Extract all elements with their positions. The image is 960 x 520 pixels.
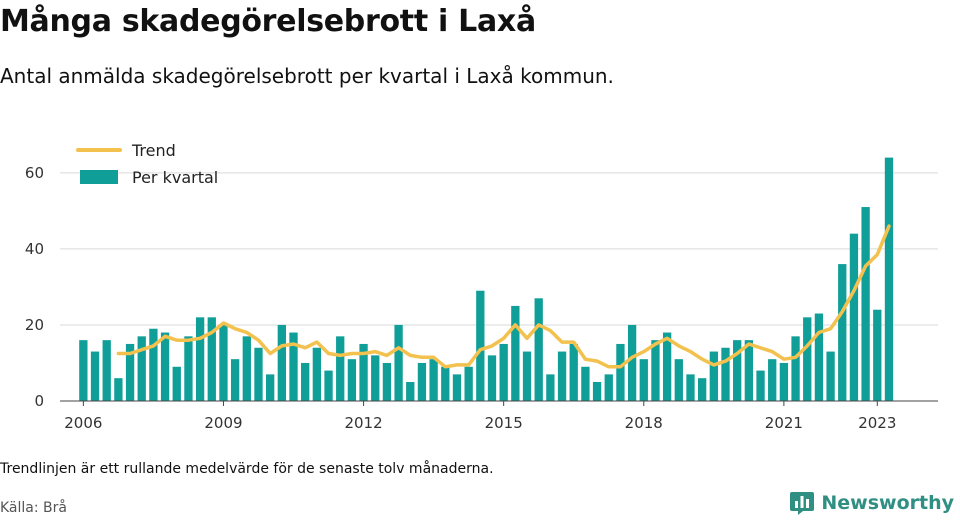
y-tick-label: 20: [25, 316, 44, 334]
brand-logo[interactable]: Newsworthy: [789, 490, 954, 516]
bar: [242, 336, 251, 401]
bar: [125, 343, 135, 401]
bar-chart-logo-icon: [790, 492, 815, 515]
bar: [464, 366, 473, 401]
bar: [522, 351, 532, 401]
bar: [698, 378, 707, 401]
legend: Trend Per kvartal: [76, 141, 218, 187]
bar: [511, 305, 520, 401]
bar: [312, 347, 322, 401]
chart-plot: 0 20 40 60 2006 2009 2012 2015 2018 2021 2023 Tre…: [25, 141, 938, 432]
bar: [557, 351, 567, 401]
bar: [441, 366, 450, 401]
bar: [452, 374, 462, 401]
chart-subtitle: Antal anmälda skadegörelsebrott per kvar…: [0, 64, 614, 88]
bar: [756, 370, 765, 401]
bar: [791, 336, 800, 401]
bar: [768, 359, 777, 401]
bar: [861, 207, 870, 401]
bar: [137, 336, 146, 401]
bar: [803, 317, 812, 401]
bar: [277, 324, 286, 401]
legend-label-per-kvartal: Per kvartal: [132, 168, 218, 187]
x-tick-label: 2015: [485, 414, 523, 432]
bar: [114, 378, 123, 401]
bar: [417, 362, 427, 401]
bar: [569, 343, 578, 401]
bar: [779, 362, 789, 401]
bar: [172, 366, 181, 401]
legend-label-trend: Trend: [131, 141, 176, 160]
bar: [721, 347, 730, 401]
y-axis-ticks: 0 20 40 60: [25, 164, 44, 410]
chart-title: Många skadegörelsebrott i Laxå: [0, 4, 536, 39]
trend-line: [116, 224, 891, 369]
bar: [160, 332, 170, 401]
source-credit: Källa: Brå: [0, 500, 67, 516]
gridlines: [60, 172, 938, 326]
bar: [219, 324, 228, 401]
bar: [429, 359, 438, 401]
x-tick-label: 2023: [858, 414, 896, 432]
bar: [324, 370, 333, 401]
bar: [207, 317, 216, 401]
bar: [662, 332, 672, 401]
y-tick-label: 60: [25, 164, 44, 182]
bar: [546, 374, 555, 401]
bar: [336, 336, 345, 401]
chart-note: Trendlinjen är ett rullande medelvärde f…: [0, 461, 494, 477]
bar: [534, 298, 543, 401]
bar: [301, 362, 310, 401]
bar: [230, 359, 240, 401]
bar: [394, 324, 403, 401]
x-axis-ticks: 2006 2009 2012 2015 2018 2021 2023: [64, 401, 896, 432]
bar: [826, 351, 835, 401]
bar: [744, 340, 754, 401]
x-tick-label: 2021: [765, 414, 803, 432]
bar: [487, 355, 497, 401]
bar: [371, 355, 380, 401]
brand-name: Newsworthy: [821, 492, 954, 514]
bar: [686, 374, 695, 401]
bar: [709, 351, 718, 401]
bar: [838, 264, 847, 401]
y-tick-label: 0: [34, 392, 44, 410]
bar: [476, 290, 485, 401]
bar: [79, 340, 88, 401]
bar: [849, 233, 859, 401]
bar: [616, 343, 625, 401]
bar: [814, 313, 824, 401]
bar: [359, 343, 368, 401]
bar: [266, 374, 275, 401]
bar: [604, 374, 613, 401]
x-tick-label: 2012: [344, 414, 382, 432]
bar: [195, 317, 205, 401]
bar: [674, 359, 683, 401]
bar: [347, 359, 357, 401]
legend-swatch-per-kvartal: [80, 170, 118, 184]
bar: [639, 359, 648, 401]
bar: [90, 351, 100, 401]
x-tick-label: 2006: [64, 414, 102, 432]
bar: [651, 340, 660, 401]
bar: [884, 157, 894, 401]
x-tick-label: 2009: [204, 414, 242, 432]
bar: [382, 362, 392, 401]
bar: [733, 340, 742, 401]
bar: [581, 366, 590, 401]
bar: [149, 328, 158, 401]
x-tick-label: 2018: [625, 414, 663, 432]
bar: [406, 381, 415, 401]
y-tick-label: 40: [25, 240, 44, 258]
bar: [499, 343, 508, 401]
bar: [873, 309, 882, 401]
bar: [289, 332, 298, 401]
bar-series-per-kvartal: [79, 157, 894, 401]
bar: [254, 347, 263, 401]
bar: [592, 381, 602, 401]
bar: [102, 340, 111, 401]
bar: [184, 336, 193, 401]
bar: [627, 324, 637, 401]
